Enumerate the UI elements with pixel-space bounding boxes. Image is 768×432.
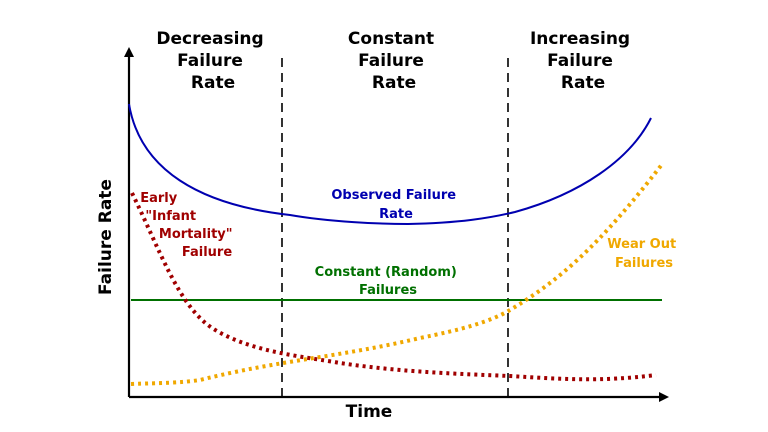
wear-out-curve <box>130 161 665 386</box>
region-label-increasing: Increasing Failure Rate <box>530 29 636 93</box>
infant-mortality-curve <box>130 192 657 382</box>
infant-mortality-label: Early "Infant Mortality" Failure <box>140 191 237 260</box>
constant-failure-label: Constant (Random) Failures <box>315 265 462 298</box>
region-label-decreasing: Decreasing Failure Rate <box>156 29 269 93</box>
y-axis-label: Failure Rate <box>96 179 116 295</box>
region-label-constant: Constant Failure Rate <box>348 29 440 93</box>
x-axis-label: Time <box>346 402 393 422</box>
wear-out-label: Wear Out Failures <box>607 237 680 271</box>
observed-failure-curve <box>128 103 652 226</box>
observed-failure-label: Observed Failure Rate <box>331 188 460 222</box>
